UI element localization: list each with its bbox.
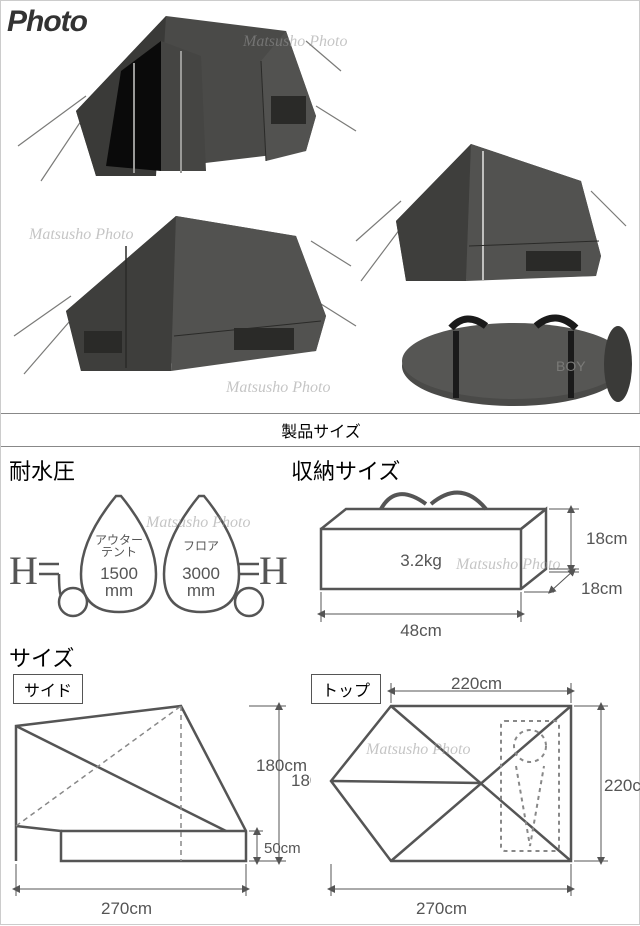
bag-label: BOY (556, 358, 586, 374)
floor-unit: mm (187, 581, 215, 600)
top-h-text: 220cm (604, 776, 640, 796)
water-resist-diagram: H H アウターテント 1500 mm フロア 3000 mm (1, 484, 301, 629)
tent-photo-1 (6, 1, 366, 201)
side-view-diagram: 180cm (1, 671, 311, 926)
top-w1-text: 220cm (451, 674, 502, 694)
storage-depth: 18cm (581, 579, 623, 598)
tent-photo-2 (351, 126, 640, 301)
side-step-text: 50cm (264, 840, 301, 857)
spec-body: 耐水圧 H H アウターテント 1500 mm フロア 3000 mm Mats… (1, 446, 640, 926)
outer-unit: mm (105, 581, 133, 600)
h-left: H (9, 548, 38, 593)
top-view-diagram (316, 671, 640, 926)
tent-photo-3 (6, 196, 366, 396)
carry-bag-photo: BOY (396, 306, 636, 411)
outer-label: アウターテント (95, 533, 143, 559)
weight: 3.2kg (400, 551, 442, 570)
floor-label: フロア (183, 539, 219, 553)
h-right: H (259, 548, 288, 593)
side-height-text: 180cm (256, 756, 307, 776)
size-title: サイズ (9, 641, 74, 673)
top-w2-text: 270cm (416, 899, 467, 919)
storage-height: 18cm (586, 529, 628, 548)
photo-section: Photo Matsusho Photo (1, 1, 639, 411)
storage-diagram: 3.2kg 48cm 18cm 18cm (311, 474, 640, 649)
water-resist-title: 耐水圧 (9, 454, 75, 486)
storage-width: 48cm (400, 621, 442, 640)
spec-header: 製品サイズ (1, 413, 640, 447)
side-width-text: 270cm (101, 899, 152, 919)
